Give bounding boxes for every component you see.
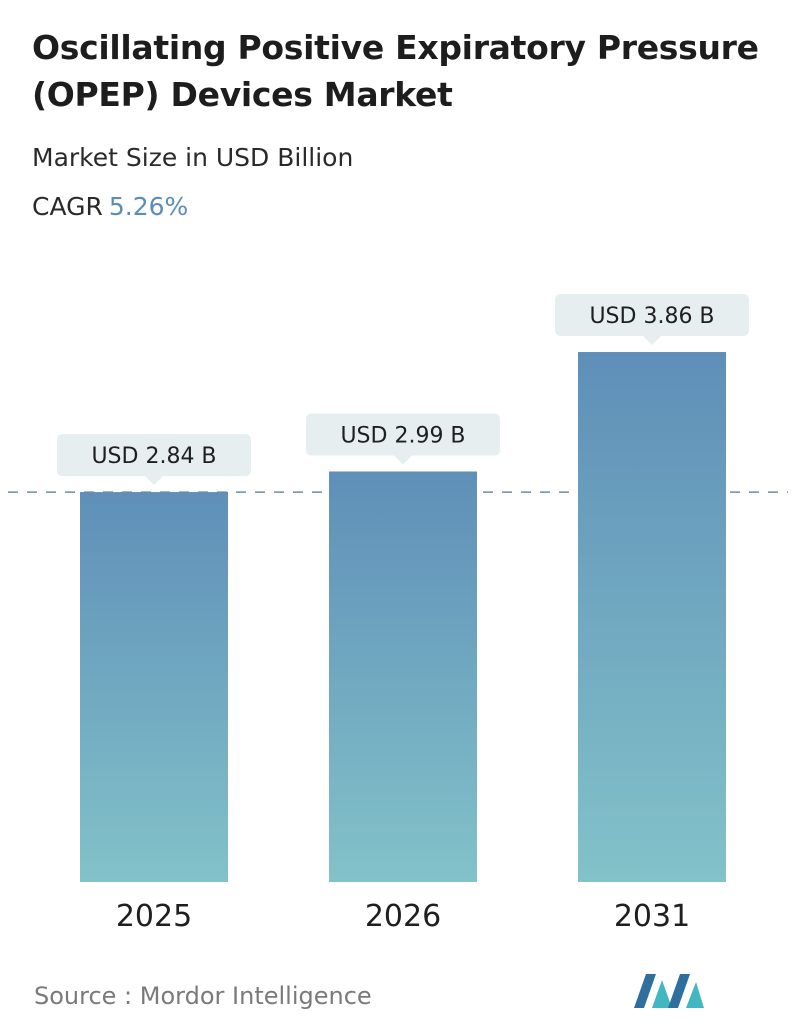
value-label-box-2031 [555,294,749,346]
bar-2031 [578,352,726,883]
chart-title: Oscillating Positive Expiratory Pressure… [32,28,759,114]
cagr-label: CAGR [32,192,103,221]
value-label-2025: USD 2.84 B [91,444,216,469]
category-label-2025: 2025 [116,899,192,934]
category-label-2026: 2026 [365,899,441,934]
chart-subtitle: Market Size in USD Billion [32,143,354,172]
value-label-2026: USD 2.99 B [340,423,465,448]
category-label-2031: 2031 [614,899,690,934]
bar-chart: USD 2.84 B 2025 USD 2.99 B 2026 USD 3.86 B 20… [8,294,788,934]
bar-2026 [329,471,477,882]
value-label-2031: USD 3.86 B [589,304,714,329]
cagr-line: CAGR 5.26% [32,190,188,224]
value-label-box-2026 [306,413,500,465]
bar-2025 [80,492,228,882]
mordor-intelligence-logo-icon [634,974,704,1008]
cagr-value: 5.26% [108,192,189,221]
source-text: Source : Mordor Intelligence [34,982,372,1010]
value-label-box-2025 [57,434,251,486]
